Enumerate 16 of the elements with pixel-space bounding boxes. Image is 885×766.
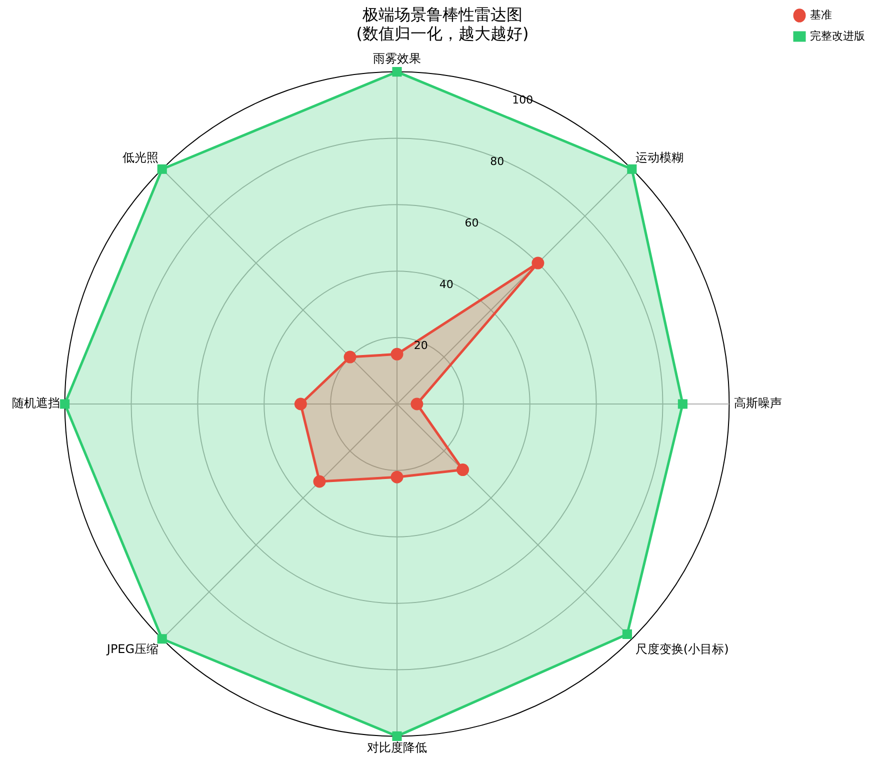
spoke-label: 随机遮挡	[12, 396, 60, 410]
legend-label: 完整改进版	[810, 29, 865, 42]
spoke-label: 尺度变换(小目标)	[635, 642, 729, 656]
spoke-label: 高斯噪声	[734, 396, 782, 410]
legend-label: 基准	[810, 8, 832, 22]
y-tick-label: 80	[490, 155, 504, 168]
spoke-label: 对比度降低	[367, 740, 427, 755]
chart-title: 极端场景鲁棒性雷达图 (数值归一化，越大越好)	[356, 4, 529, 43]
spoke-label: 低光照	[122, 150, 159, 164]
y-tick-label: 20	[414, 339, 428, 352]
spoke-label: 运动模糊	[635, 150, 684, 164]
spoke-label: JPEG压缩	[106, 642, 159, 656]
spoke-label: 雨雾效果	[373, 52, 421, 66]
y-tick-label: 60	[464, 216, 479, 230]
y-tick-label: 100	[512, 94, 534, 107]
y-tick-label: 40	[439, 278, 454, 291]
